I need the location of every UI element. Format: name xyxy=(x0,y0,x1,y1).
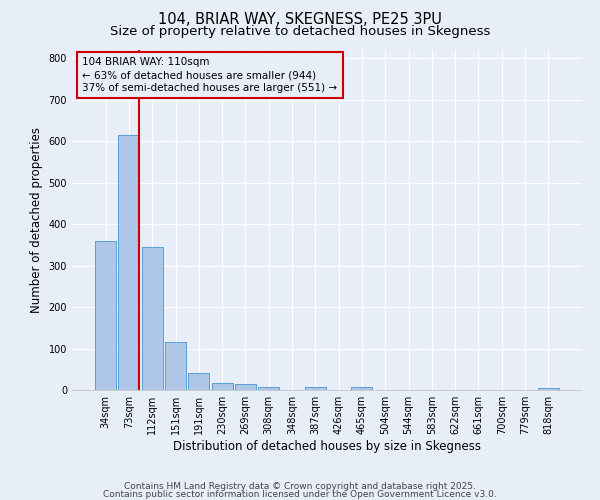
Bar xyxy=(95,240,116,390)
Y-axis label: Number of detached properties: Number of detached properties xyxy=(30,127,43,313)
Bar xyxy=(142,247,163,390)
Bar xyxy=(235,384,256,390)
Bar xyxy=(538,388,559,390)
Text: Contains HM Land Registry data © Crown copyright and database right 2025.: Contains HM Land Registry data © Crown c… xyxy=(124,482,476,491)
Text: Contains public sector information licensed under the Open Government Licence v3: Contains public sector information licen… xyxy=(103,490,497,499)
Bar xyxy=(165,342,186,390)
Bar xyxy=(352,387,373,390)
Bar xyxy=(188,374,209,390)
Text: Size of property relative to detached houses in Skegness: Size of property relative to detached ho… xyxy=(110,25,490,38)
Bar xyxy=(258,386,279,390)
Bar xyxy=(118,136,139,390)
Bar xyxy=(305,387,326,390)
Text: 104 BRIAR WAY: 110sqm
← 63% of detached houses are smaller (944)
37% of semi-det: 104 BRIAR WAY: 110sqm ← 63% of detached … xyxy=(82,57,337,93)
X-axis label: Distribution of detached houses by size in Skegness: Distribution of detached houses by size … xyxy=(173,440,481,453)
Text: 104, BRIAR WAY, SKEGNESS, PE25 3PU: 104, BRIAR WAY, SKEGNESS, PE25 3PU xyxy=(158,12,442,28)
Bar xyxy=(212,382,233,390)
